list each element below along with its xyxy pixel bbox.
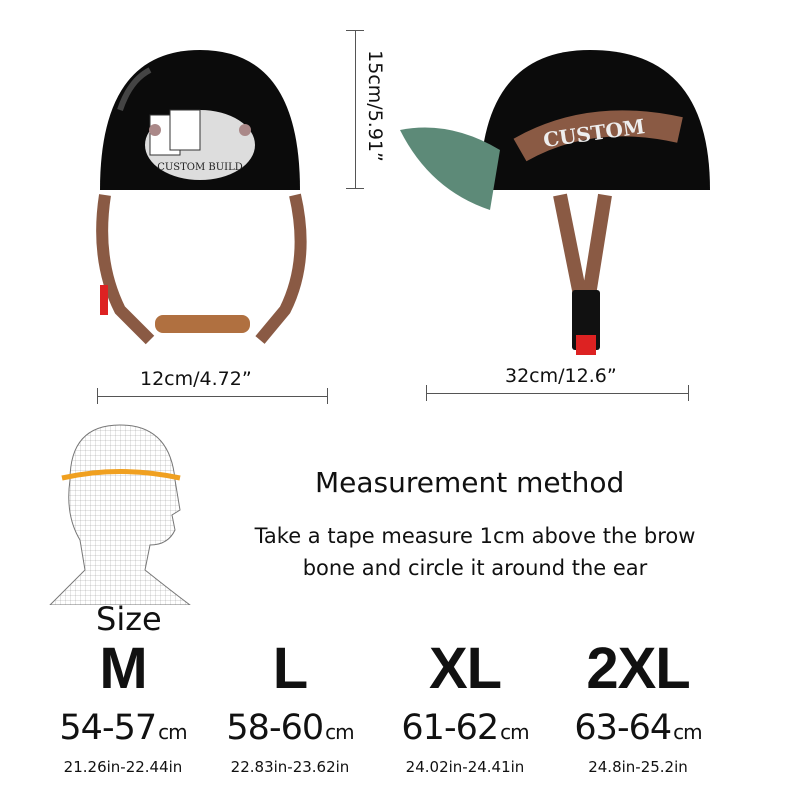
cm-value: 63-64 <box>574 708 672 748</box>
front-print-text: CUSTOM BUILD <box>157 162 243 173</box>
length-dimension-line <box>426 393 688 394</box>
cm-value: 54-57 <box>59 708 157 748</box>
width-dimension-label: 12cm/4.72” <box>140 368 252 390</box>
size-column-xl: XL 61-62 cm 24.02in-24.41in <box>375 636 555 777</box>
inch-range: 24.02in-24.41in <box>405 758 525 776</box>
cm-value: 61-62 <box>401 708 499 748</box>
helmet-side-image: CUSTOM <box>400 50 710 355</box>
size-column-m: M 54-57 cm 21.26in-22.44in <box>33 636 213 777</box>
measurement-description-line: Take a tape measure 1cm above the brow <box>254 524 696 548</box>
cm-unit: cm <box>158 720 188 744</box>
size-letter: 2XL <box>586 636 690 701</box>
cm-range: 58-60 cm <box>200 708 380 752</box>
width-dimension-line <box>97 396 327 397</box>
size-column-l: L 58-60 cm 22.83in-23.62in <box>200 636 380 777</box>
height-dimension-cap-top <box>346 30 364 31</box>
cm-unit: cm <box>325 720 355 744</box>
width-cap-right <box>327 388 328 404</box>
inch-range: 24.8in-25.2in <box>588 758 688 776</box>
size-letter: L <box>272 636 308 701</box>
measurement-description-line: bone and circle it around the ear <box>302 556 648 580</box>
size-letter: XL <box>428 636 502 701</box>
measurement-title: Measurement method <box>315 466 625 499</box>
cm-unit: cm <box>500 720 530 744</box>
size-heading: Size <box>96 600 162 638</box>
size-column-2xl: 2XL 63-64 cm 24.8in-25.2in <box>548 636 728 777</box>
measurement-description: Take a tape measure 1cm above the brow b… <box>220 520 730 584</box>
length-cap-right <box>688 385 689 401</box>
length-dimension-label: 32cm/12.6” <box>505 365 617 387</box>
size-letter: M <box>99 636 147 701</box>
inch-range: 21.26in-22.44in <box>63 758 183 776</box>
height-dimension-cap-bottom <box>346 188 364 189</box>
inch-range: 22.83in-23.62in <box>230 758 350 776</box>
head-wireframe-image <box>49 424 191 605</box>
tape-measure-line <box>61 469 181 481</box>
helmet-front-image: CUSTOM BUILD <box>96 50 307 345</box>
height-dimension-label: 15cm/5.91” <box>364 50 386 162</box>
width-cap-left <box>97 388 98 404</box>
length-cap-left <box>426 385 427 401</box>
height-dimension-line <box>355 30 356 188</box>
cm-range: 61-62 cm <box>375 708 555 752</box>
cm-unit: cm <box>673 720 703 744</box>
cm-value: 58-60 <box>226 708 324 748</box>
cm-range: 54-57 cm <box>33 708 213 752</box>
cm-range: 63-64 cm <box>548 708 728 752</box>
